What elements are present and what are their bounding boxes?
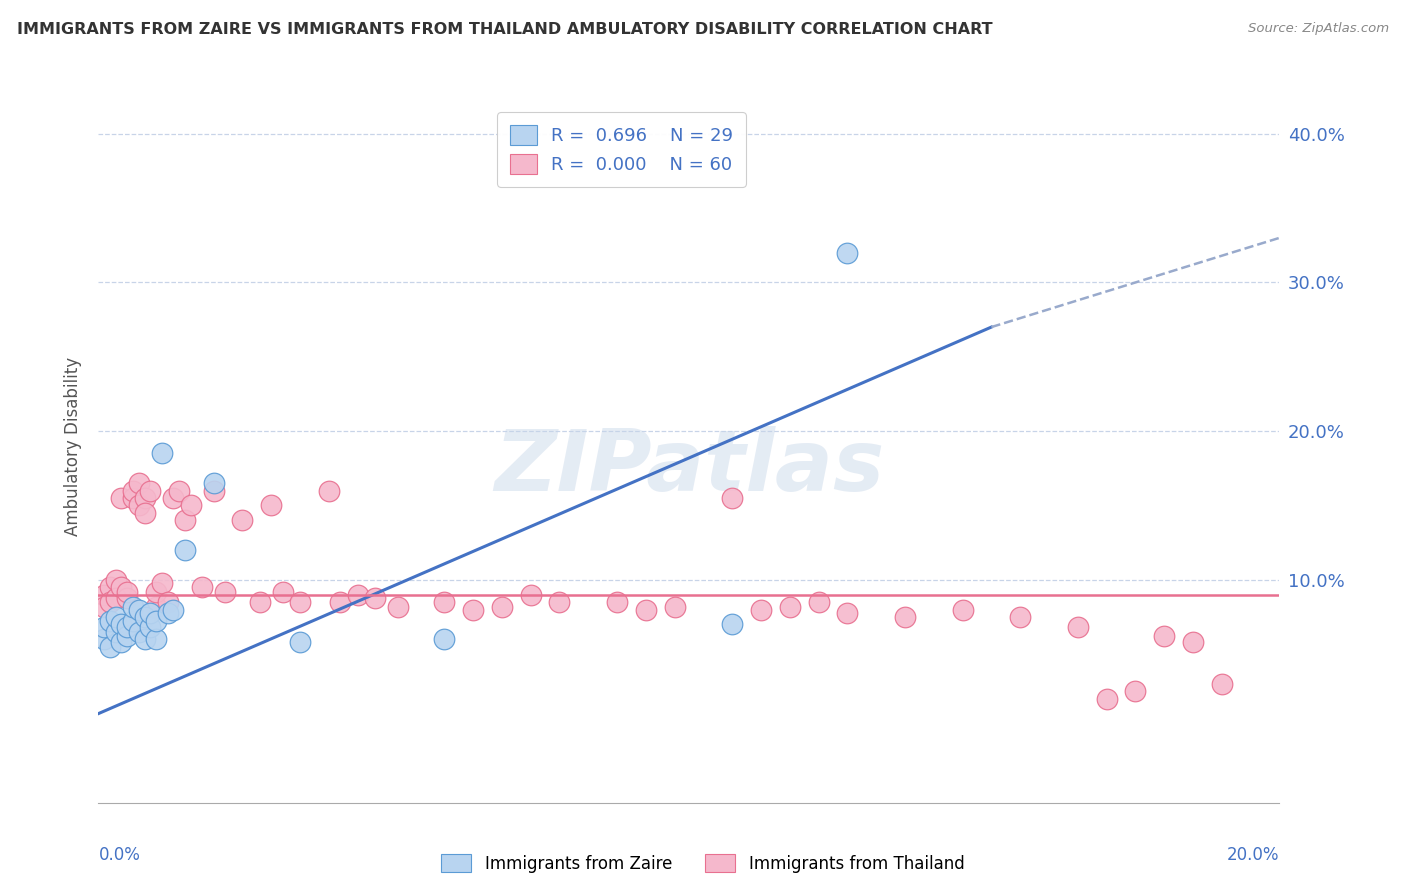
Point [134,632,156,647]
Point [721,617,744,632]
Point [837,606,859,620]
Point [128,499,150,513]
Point [1125,684,1147,698]
Point [202,483,225,498]
Point [93,588,115,602]
Point [93,620,115,634]
Text: 20.0%: 20.0% [1227,846,1279,863]
Point [1095,691,1118,706]
Point [271,584,294,599]
Point [115,629,138,643]
Point [664,599,686,614]
Point [139,620,162,634]
Y-axis label: Ambulatory Disability: Ambulatory Disability [63,357,82,535]
Point [145,599,167,614]
Point [122,491,145,505]
Point [115,591,138,605]
Point [139,483,162,498]
Point [104,573,127,587]
Point [433,632,456,647]
Point [1153,629,1175,643]
Point [156,595,179,609]
Text: ZIPatlas: ZIPatlas [494,425,884,509]
Point [145,615,167,629]
Point [128,602,150,616]
Point [110,617,132,632]
Point [145,584,167,599]
Point [433,595,456,609]
Point [110,491,132,505]
Point [202,476,225,491]
Point [128,624,150,639]
Point [110,635,132,649]
Legend: Immigrants from Zaire, Immigrants from Thailand: Immigrants from Zaire, Immigrants from T… [434,847,972,880]
Point [491,599,513,614]
Point [173,513,195,527]
Point [122,599,145,614]
Point [260,499,283,513]
Point [606,595,628,609]
Point [952,602,974,616]
Point [104,591,127,605]
Point [134,491,156,505]
Legend: R =  0.696    N = 29, R =  0.000    N = 60: R = 0.696 N = 29, R = 0.000 N = 60 [498,112,747,186]
Point [98,580,121,594]
Text: 0.0%: 0.0% [98,846,141,863]
Point [104,624,127,639]
Point [134,610,156,624]
Point [173,543,195,558]
Point [156,606,179,620]
Point [93,632,115,647]
Point [150,446,173,460]
Point [329,595,352,609]
Point [93,599,115,614]
Point [98,595,121,609]
Point [214,584,236,599]
Point [162,602,184,616]
Point [167,483,190,498]
Text: Source: ZipAtlas.com: Source: ZipAtlas.com [1249,22,1389,36]
Point [134,506,156,520]
Point [122,483,145,498]
Point [346,588,368,602]
Point [1182,635,1205,649]
Point [837,245,859,260]
Point [110,580,132,594]
Point [191,580,214,594]
Text: IMMIGRANTS FROM ZAIRE VS IMMIGRANTS FROM THAILAND AMBULATORY DISABILITY CORRELAT: IMMIGRANTS FROM ZAIRE VS IMMIGRANTS FROM… [17,22,993,37]
Point [98,615,121,629]
Point [364,591,387,605]
Point [288,635,311,649]
Point [122,615,145,629]
Point [115,584,138,599]
Point [150,575,173,590]
Point [128,476,150,491]
Point [162,491,184,505]
Point [749,602,772,616]
Point [98,640,121,654]
Point [461,602,484,616]
Point [387,599,409,614]
Point [145,632,167,647]
Point [180,499,202,513]
Point [231,513,253,527]
Point [1010,610,1032,624]
Point [1067,620,1090,634]
Point [318,483,340,498]
Point [249,595,271,609]
Point [139,606,162,620]
Point [548,595,571,609]
Point [634,602,657,616]
Point [894,610,917,624]
Point [807,595,830,609]
Point [721,491,744,505]
Point [1211,677,1233,691]
Point [115,620,138,634]
Point [779,599,801,614]
Point [288,595,311,609]
Point [104,610,127,624]
Point [519,588,541,602]
